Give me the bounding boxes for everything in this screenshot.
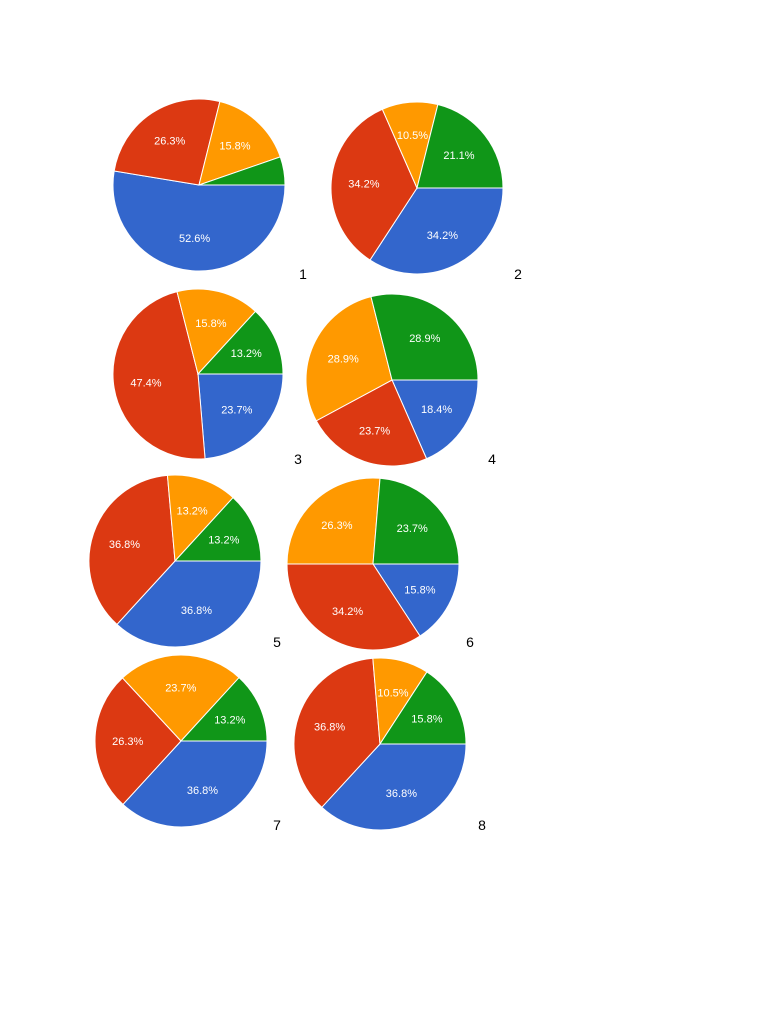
pie-chart-6: 15.8% 34.2% 26.3% 23.7% 6 — [286, 477, 474, 651]
pie-1-slice-1-label: 52.6% — [179, 233, 210, 245]
pie-5-slice-2-label: 36.8% — [109, 539, 140, 551]
pie-1-slice-2-label: 26.3% — [154, 135, 185, 147]
pie-8-slice-4-label: 15.8% — [411, 714, 442, 726]
pie-4-slice-4-label: 28.9% — [409, 333, 440, 345]
pie-4-slice-2 — [315, 379, 428, 467]
pie-3-slice-2 — [112, 291, 206, 460]
pie-chart-1: 52.6% 26.3% 15.8% 1 — [112, 98, 307, 282]
pie-6-slice-1 — [372, 563, 460, 637]
pie-7-slice-2-label: 26.3% — [112, 736, 143, 748]
pie-4-slice-2-label: 23.7% — [359, 425, 390, 437]
pie-5-slice-4-label: 13.2% — [208, 535, 239, 547]
pie-7-number-label: 7 — [273, 817, 281, 833]
pie-6-number-label: 6 — [466, 634, 474, 650]
pie-4-slice-4 — [370, 293, 479, 381]
pie-5-slice-1 — [116, 560, 262, 648]
pie-2-slice-2 — [330, 108, 418, 261]
pie-4-slice-3 — [305, 296, 393, 422]
pie-6-slice-2-label: 34.2% — [332, 606, 363, 618]
pie-3-slice-3-label: 15.8% — [195, 318, 226, 330]
pie-3-slice-1-label: 23.7% — [221, 405, 252, 417]
pie-2-slice-4 — [416, 103, 504, 189]
pie-8-number-label: 8 — [478, 817, 486, 833]
pie-8-slice-2-label: 36.8% — [314, 722, 345, 734]
pie-3-slice-3 — [176, 288, 257, 376]
pie-4-slice-1-label: 18.4% — [421, 404, 452, 416]
pie-5-slice-1-label: 36.8% — [181, 605, 212, 617]
pie-2-slice-2-label: 34.2% — [348, 179, 379, 191]
pie-8-slice-1-label: 36.8% — [386, 788, 417, 800]
pie-3-slice-1 — [197, 373, 284, 460]
pie-4-number-label: 4 — [488, 451, 496, 467]
pie-5-number-label: 5 — [273, 634, 281, 650]
pie-6-slice-3-label: 26.3% — [321, 520, 352, 532]
pie-2-slice-3-label: 10.5% — [397, 130, 428, 142]
pie-7-slice-2 — [94, 677, 182, 806]
pie-5-slice-3-label: 13.2% — [176, 506, 207, 518]
pie-chart-3: 23.7% 47.4% 15.8% 13.2% 3 — [112, 288, 302, 467]
pie-7-slice-3 — [121, 654, 240, 742]
pie-3-slice-2-label: 47.4% — [130, 378, 161, 390]
pie-1-slice-3-label: 15.8% — [219, 141, 250, 153]
pie-4-slice-3-label: 28.9% — [328, 354, 359, 366]
pie-3-slice-4 — [196, 310, 284, 375]
pie-1-number-label: 1 — [299, 266, 307, 282]
pie-4-slice-1 — [391, 379, 479, 460]
pie-6-slice-3 — [286, 477, 381, 565]
pie-3-slice-4-label: 13.2% — [231, 348, 262, 360]
pie-7-slice-3-label: 23.7% — [165, 683, 196, 695]
pie-8-slice-2 — [293, 657, 381, 808]
pie-6-slice-2 — [286, 563, 421, 651]
pie-1-slice-2 — [113, 98, 221, 186]
pie-3-number-label: 3 — [294, 451, 302, 467]
pie-8-slice-4 — [379, 671, 467, 745]
pie-5-slice-3 — [166, 474, 234, 563]
pie-6-slice-4-label: 23.7% — [397, 523, 428, 535]
pie-5-slice-2 — [88, 474, 176, 626]
pie-8-slice-3-label: 10.5% — [377, 687, 408, 699]
pie-chart-4: 18.4% 23.7% 28.9% 28.9% 4 — [305, 293, 496, 467]
pie-7-slice-1 — [122, 740, 268, 828]
pie-7-slice-4 — [179, 676, 268, 742]
pie-2-slice-1-label: 34.2% — [427, 230, 458, 242]
pie-6-slice-4 — [372, 477, 460, 565]
pie-chart-7: 36.8% 26.3% 23.7% 13.2% 7 — [94, 654, 281, 833]
pie-6-slice-1-label: 15.8% — [404, 584, 435, 596]
pie-5-slice-4 — [173, 496, 262, 562]
pie-1-slice-4 — [198, 156, 286, 186]
pie-2-number-label: 2 — [514, 266, 522, 282]
pie-chart-8: 36.8% 36.8% 10.5% 15.8% 8 — [293, 657, 486, 833]
pie-1-slice-3 — [198, 100, 281, 186]
pie-7-slice-4-label: 13.2% — [214, 715, 245, 727]
pie-2-slice-4-label: 21.1% — [443, 150, 474, 162]
pie-7-slice-1-label: 36.8% — [187, 785, 218, 797]
pie-chart-2: 34.2% 34.2% 10.5% 21.1% 2 — [330, 101, 522, 282]
pie-1-slice-1 — [112, 170, 286, 272]
pie-8-slice-1 — [321, 743, 467, 831]
pie-chart-5: 36.8% 36.8% 13.2% 13.2% 5 — [88, 474, 281, 650]
